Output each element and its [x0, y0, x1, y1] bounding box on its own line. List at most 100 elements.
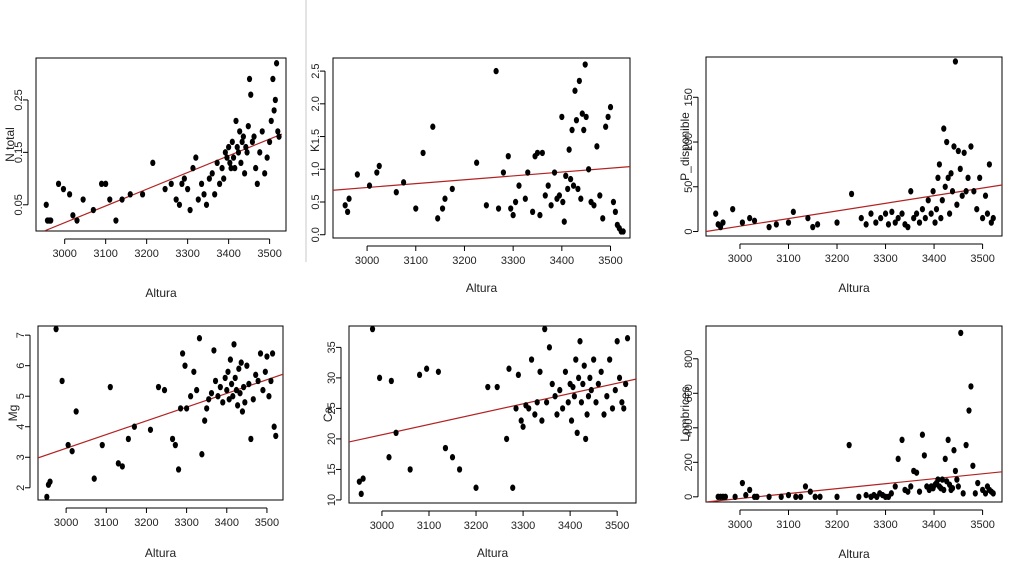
data-point: [583, 435, 589, 443]
data-point: [217, 383, 223, 391]
data-point: [254, 180, 260, 188]
data-point: [609, 405, 616, 412]
data-point: [963, 188, 969, 195]
panel-ca: 3000 3100 3200 3300 3400 3500 10 15 20 25 30 35 Altu…: [321, 325, 637, 560]
data-point: [232, 374, 238, 382]
data-point: [620, 228, 626, 235]
data-point: [945, 436, 951, 444]
x-tick-label: 3000: [728, 519, 752, 531]
data-point: [815, 221, 821, 228]
data-point: [949, 484, 956, 492]
x-tick-label: 3400: [922, 253, 946, 265]
data-point: [526, 405, 532, 412]
data-point: [603, 123, 609, 130]
data-point: [913, 469, 920, 476]
data-point: [892, 483, 898, 490]
data-point: [510, 211, 516, 219]
data-point: [376, 374, 383, 382]
data-point: [919, 431, 926, 438]
data-point: [246, 380, 252, 388]
data-point: [456, 466, 463, 473]
data-point: [238, 359, 244, 366]
data-point: [722, 493, 729, 501]
data-point: [500, 169, 507, 176]
data-point: [982, 192, 989, 199]
data-point: [248, 435, 254, 443]
data-point: [580, 380, 586, 388]
data-point: [554, 411, 560, 418]
plot-frame: [705, 56, 1003, 237]
data-point: [570, 383, 576, 391]
data-point: [805, 214, 811, 222]
data-point: [206, 396, 212, 403]
data-point: [928, 210, 934, 217]
data-point: [605, 113, 611, 121]
data-point: [474, 159, 480, 166]
data-point: [169, 435, 176, 443]
data-point: [245, 122, 251, 130]
data-point: [243, 143, 249, 151]
data-point: [413, 205, 419, 212]
y-tick-label: 2.5: [310, 63, 322, 78]
y-axis-title: N total: [3, 127, 17, 162]
data-point: [798, 493, 804, 501]
data-point: [240, 133, 246, 140]
data-point: [785, 491, 792, 499]
x-tick-label: 3300: [501, 255, 525, 267]
data-point: [960, 490, 966, 497]
data-point: [530, 208, 536, 216]
data-point: [119, 463, 125, 470]
x-tick-label: 3500: [970, 519, 994, 531]
x-tick-label: 3300: [873, 519, 897, 531]
data-point: [952, 58, 959, 65]
data-point: [67, 191, 73, 198]
data-point: [190, 164, 196, 172]
data-point: [594, 143, 600, 150]
data-point: [239, 138, 245, 146]
x-tick-label: 3400: [215, 517, 239, 529]
data-point: [542, 192, 548, 199]
data-point: [506, 365, 512, 372]
data-point: [442, 195, 448, 202]
data-point: [576, 77, 582, 85]
x-axis-title: Altura: [145, 546, 177, 560]
data-point: [621, 405, 627, 412]
data-point: [743, 491, 749, 499]
data-point: [242, 170, 248, 177]
y-tick-label: 200: [683, 453, 695, 471]
data-point: [393, 188, 399, 196]
x-tick-label: 3100: [776, 519, 800, 531]
data-point: [493, 67, 499, 75]
data-point: [747, 486, 753, 494]
data-point: [848, 190, 855, 198]
data-point: [236, 365, 242, 372]
data-point: [386, 454, 392, 461]
data-point: [264, 353, 270, 360]
data-point: [607, 356, 613, 363]
data-point: [888, 490, 894, 497]
data-point: [922, 214, 928, 222]
data-point: [882, 210, 889, 217]
panel-mg: 3000 3100 3200 3300 3400 3500 2 3 4 5 6 7 Altura Mg: [6, 325, 284, 560]
data-point: [237, 389, 243, 397]
data-point: [473, 484, 479, 491]
data-point: [99, 441, 105, 449]
x-tick-label: 3100: [93, 248, 117, 260]
data-point: [623, 380, 629, 388]
y-tick-label: 2: [15, 485, 27, 491]
x-tick-label: 3000: [728, 253, 752, 265]
x-tick-label: 3400: [922, 519, 946, 531]
data-point: [593, 399, 599, 406]
data-point: [267, 138, 273, 146]
data-point: [938, 214, 944, 222]
data-point: [974, 205, 980, 213]
panel-n-total: 3000 3100 3200 3300 3400 3500 0.05 0.15 0.25 Altu…: [3, 57, 287, 300]
data-point: [584, 411, 590, 418]
data-point: [607, 103, 614, 111]
x-tick-label: 3000: [370, 520, 394, 532]
data-point: [172, 441, 178, 449]
data-point: [600, 215, 606, 222]
data-point: [963, 441, 969, 449]
data-point: [565, 399, 571, 406]
data-point: [557, 386, 563, 394]
